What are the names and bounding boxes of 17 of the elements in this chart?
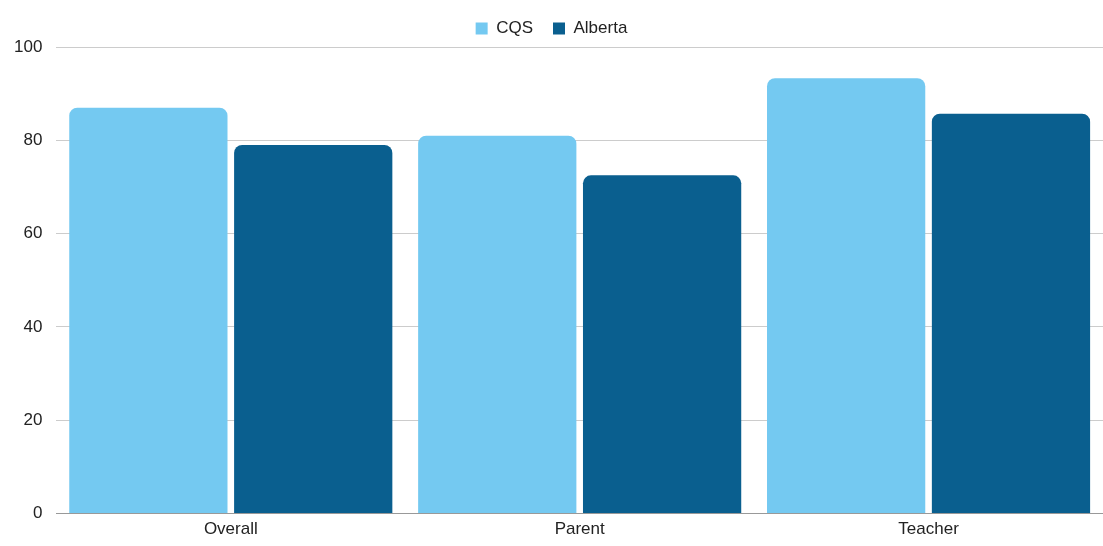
x-tick-label: Teacher [898,519,960,539]
y-tick-label: 20 [23,409,43,429]
bar [931,113,1091,514]
y-tick-label: 0 [32,503,43,523]
bar [418,135,577,514]
y-tick-label: 100 [13,36,43,56]
legend-label: CQS [496,18,533,38]
bar [69,107,228,514]
x-tick-label: Parent [554,519,605,539]
bar [767,78,926,514]
bar [582,175,742,514]
legend-label: Alberta [573,18,628,38]
y-tick-label: 60 [23,223,43,243]
y-tick-label: 40 [23,316,43,336]
y-tick-label: 80 [23,130,43,150]
x-tick-label: Overall [203,519,258,539]
bar [234,144,393,514]
